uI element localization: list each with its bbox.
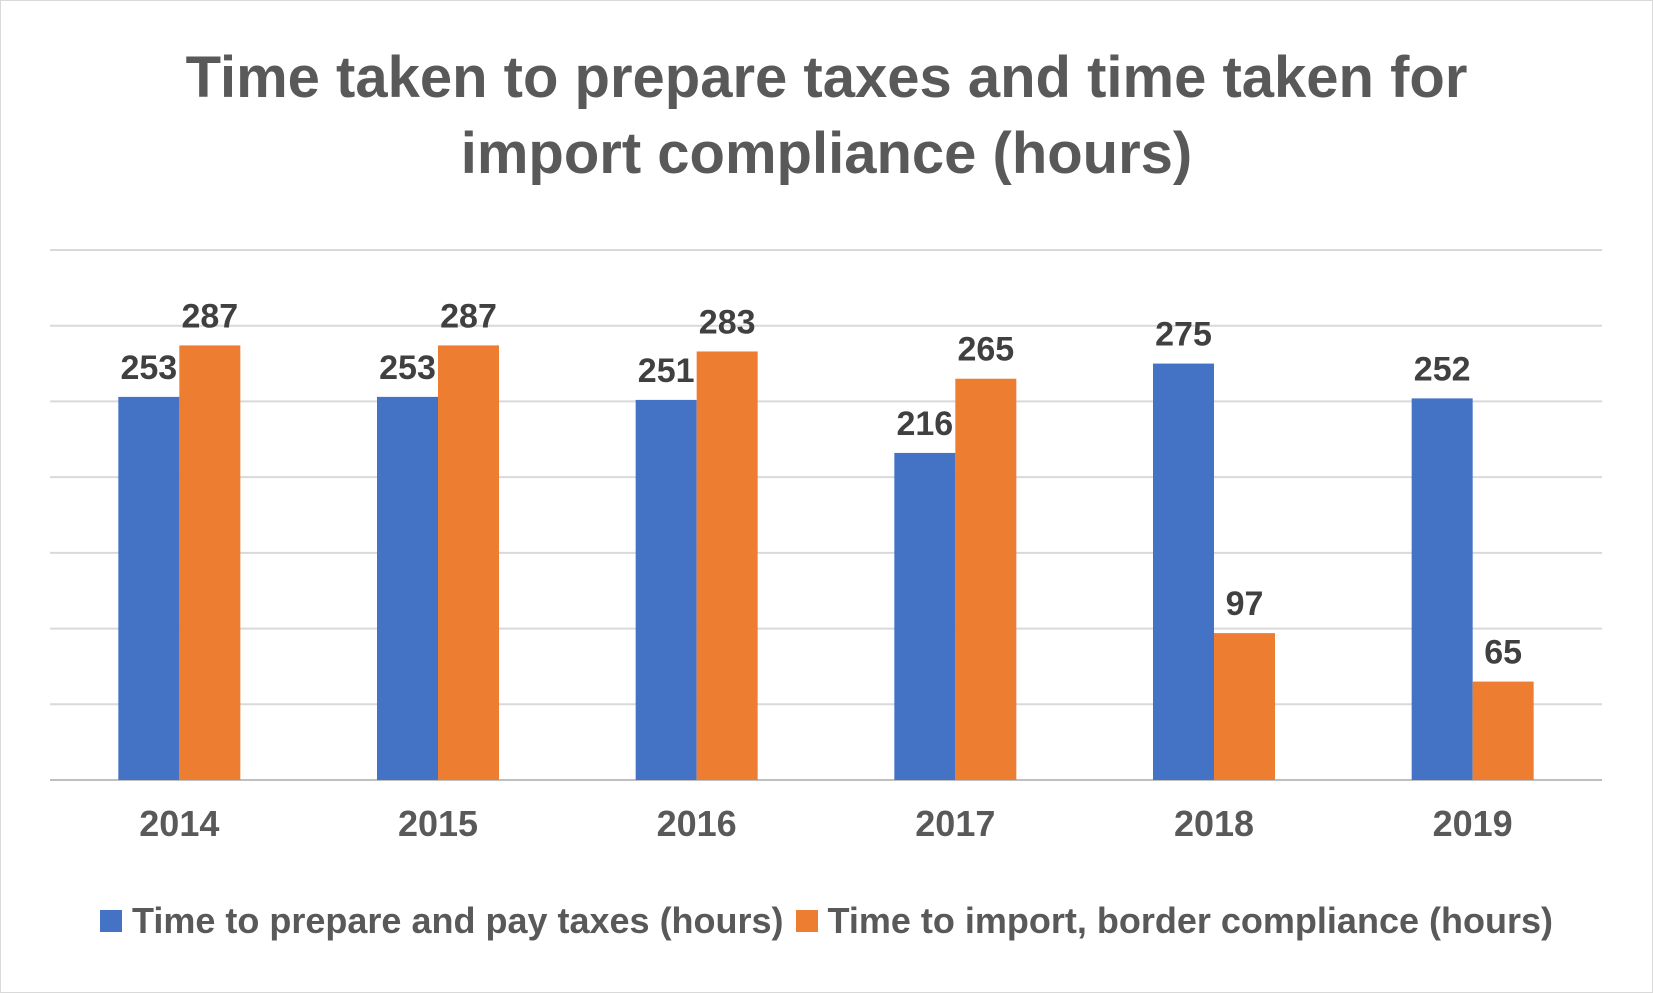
bar-import[interactable] bbox=[696, 351, 758, 780]
x-tick-label: 2017 bbox=[915, 803, 995, 844]
chart-title: Time taken to prepare taxes and time tak… bbox=[0, 40, 1653, 192]
bar-taxes[interactable] bbox=[635, 399, 697, 780]
data-label-import: 283 bbox=[699, 303, 756, 341]
x-tick-label: 2014 bbox=[139, 803, 219, 844]
legend-label-import: Time to import, border compliance (hours… bbox=[827, 900, 1553, 941]
x-tick-label: 2018 bbox=[1174, 803, 1254, 844]
bar-import[interactable] bbox=[179, 345, 241, 780]
bar-taxes[interactable] bbox=[377, 396, 438, 780]
legend-swatch-taxes bbox=[100, 910, 123, 932]
bar-taxes[interactable] bbox=[118, 396, 180, 780]
bar-import[interactable] bbox=[1472, 681, 1534, 780]
data-label-taxes: 275 bbox=[1155, 316, 1212, 354]
bar-taxes[interactable] bbox=[1153, 363, 1214, 780]
x-tick-label: 2015 bbox=[398, 803, 478, 844]
data-label-taxes: 252 bbox=[1414, 350, 1471, 388]
bar-taxes[interactable] bbox=[894, 452, 956, 780]
bar-taxes[interactable] bbox=[1411, 398, 1473, 780]
x-tick-label: 2019 bbox=[1433, 803, 1513, 844]
data-label-import: 265 bbox=[957, 331, 1014, 369]
legend: Time to prepare and pay taxes (hours) Ti… bbox=[0, 900, 1653, 942]
legend-swatch-import bbox=[795, 910, 818, 932]
legend-item-taxes[interactable]: Time to prepare and pay taxes (hours) bbox=[100, 900, 784, 942]
bar-import[interactable] bbox=[1214, 633, 1275, 780]
x-tick-label: 2016 bbox=[657, 803, 737, 844]
data-label-taxes: 253 bbox=[120, 349, 177, 387]
data-label-taxes: 253 bbox=[379, 349, 436, 387]
data-label-import: 65 bbox=[1484, 634, 1522, 672]
chart-title-line-1: Time taken to prepare taxes and time tak… bbox=[185, 45, 1468, 110]
chart-title-line-2: import compliance (hours) bbox=[460, 121, 1193, 186]
bar-import[interactable] bbox=[438, 345, 499, 780]
data-label-taxes: 216 bbox=[896, 405, 953, 443]
data-label-import: 287 bbox=[181, 297, 238, 335]
data-label-taxes: 251 bbox=[638, 352, 695, 390]
data-label-import: 287 bbox=[440, 297, 497, 335]
legend-label-taxes: Time to prepare and pay taxes (hours) bbox=[132, 900, 784, 941]
legend-item-import[interactable]: Time to import, border compliance (hours… bbox=[795, 900, 1553, 942]
data-label-import: 97 bbox=[1226, 585, 1264, 623]
bar-import[interactable] bbox=[955, 378, 1017, 780]
